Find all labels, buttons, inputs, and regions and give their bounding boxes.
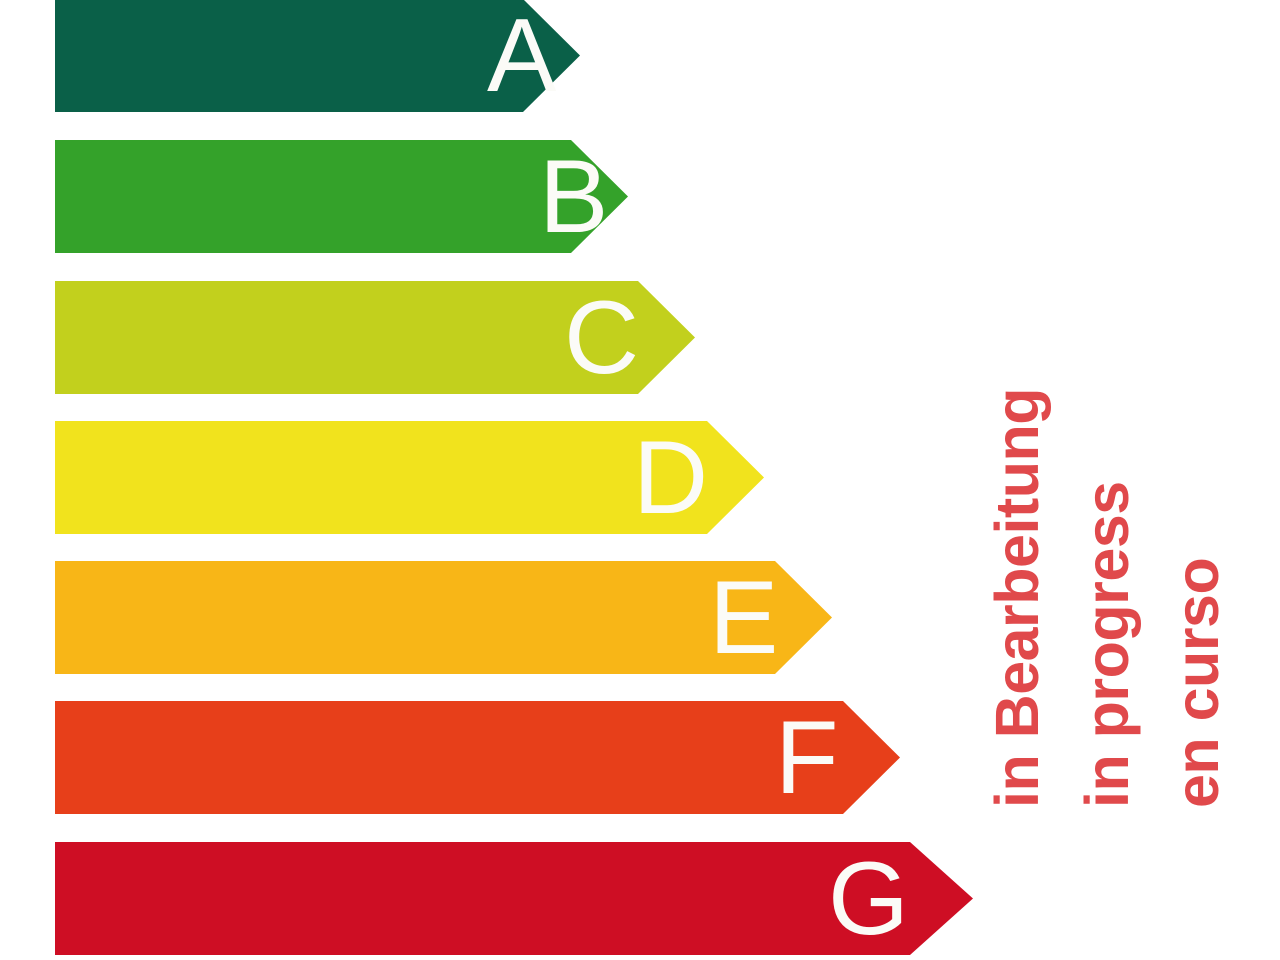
energy-bar-g-arrow [55, 842, 973, 955]
energy-bar-d-arrow [55, 421, 764, 534]
status-label-spanish: en curso [1163, 557, 1231, 808]
energy-bar-e: E [55, 561, 832, 674]
energy-bar-g: G [55, 842, 973, 955]
energy-bar-b-letter: B [539, 138, 609, 255]
energy-bar-f-arrow [55, 701, 900, 814]
energy-bar-f: F [55, 701, 900, 814]
energy-bar-d-letter: D [633, 419, 709, 536]
energy-bar-c-arrow [55, 281, 695, 394]
energy-bar-f-letter: F [775, 699, 839, 816]
energy-bar-a-letter: A [487, 0, 557, 114]
energy-bar-g-letter: G [828, 840, 909, 957]
energy-bar-d: D [55, 421, 764, 534]
energy-bar-e-arrow [55, 561, 832, 674]
energy-bar-b: B [55, 140, 628, 253]
energy-bar-a: A [55, 0, 580, 112]
status-label-english: in progress [1073, 481, 1141, 808]
energy-bar-b-arrow [55, 140, 628, 253]
status-label-german: in Bearbeitung [983, 387, 1051, 808]
energy-bar-e-letter: E [709, 559, 779, 676]
energy-bar-c: C [55, 281, 695, 394]
energy-bar-c-letter: C [564, 279, 640, 396]
energy-bar-a-arrow [55, 0, 580, 112]
